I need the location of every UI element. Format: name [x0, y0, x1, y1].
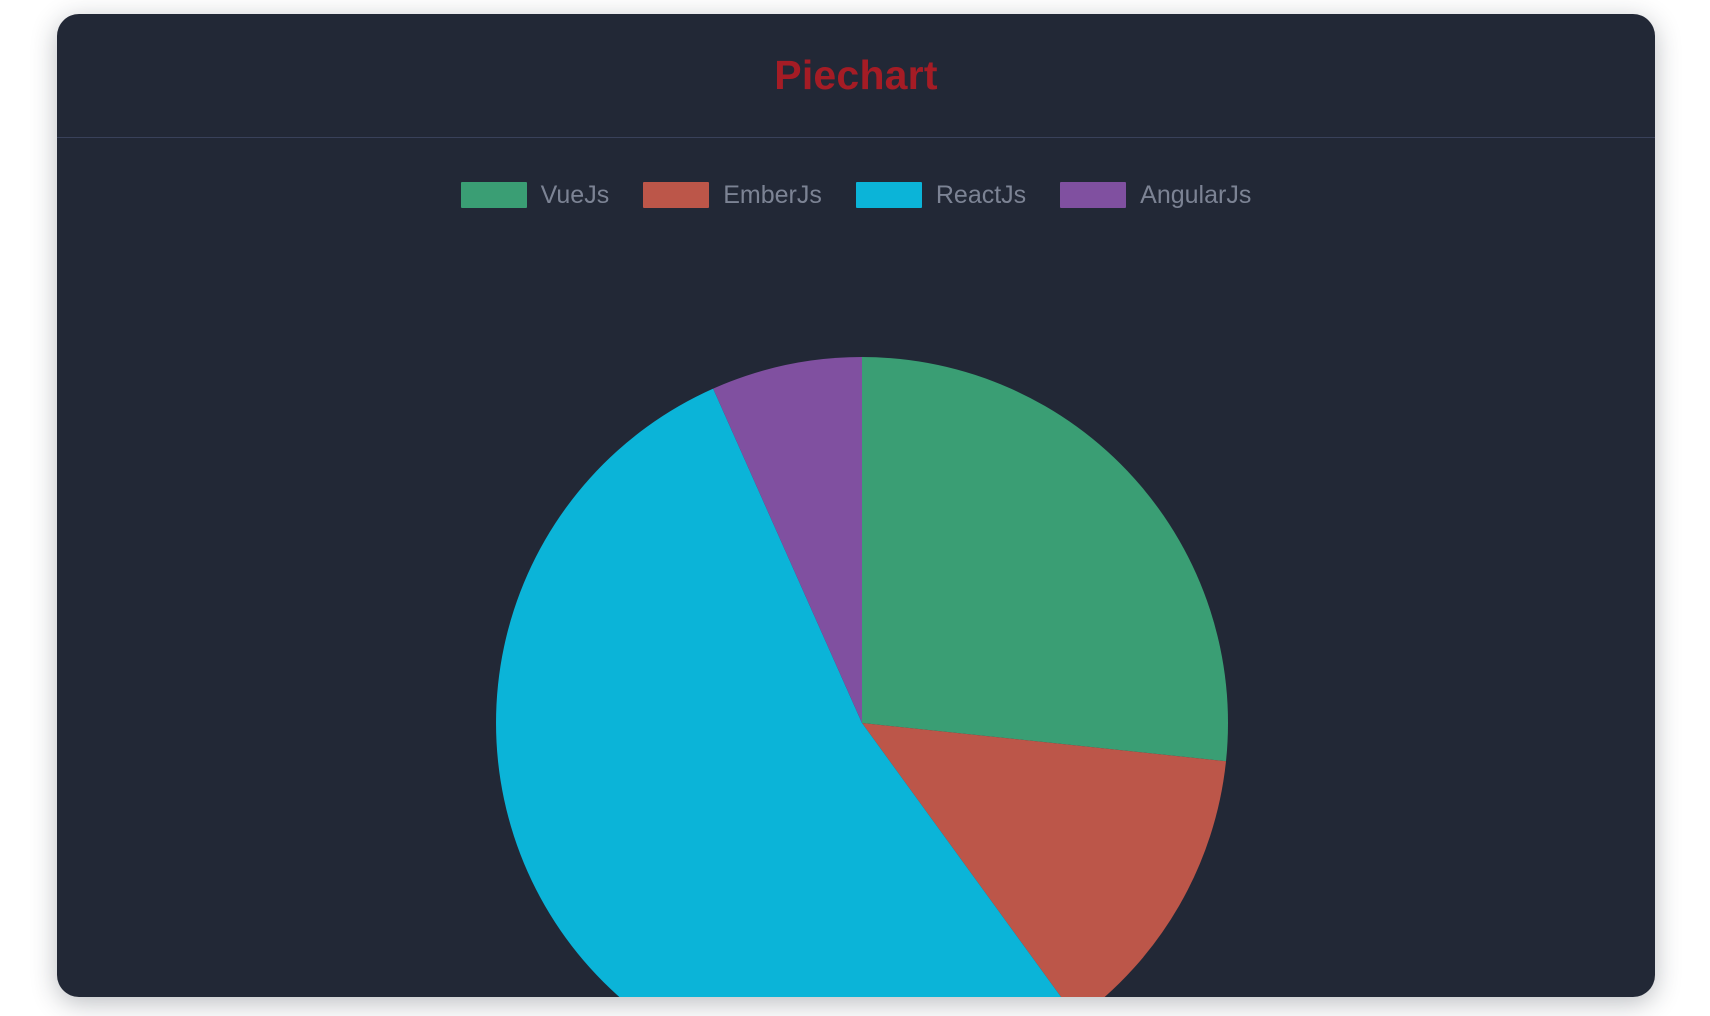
chart-card-header: Piechart — [57, 14, 1655, 138]
pie-slice-emberjs[interactable] — [862, 723, 1226, 997]
pie-slice-angularjs[interactable] — [713, 357, 862, 723]
legend-label-emberjs: EmberJs — [723, 180, 822, 209]
pie-slice-vuejs[interactable] — [862, 357, 1229, 762]
pie-chart-area — [57, 138, 1655, 997]
pie-slice-reactjs[interactable] — [496, 388, 1077, 997]
legend-label-reactjs: ReactJs — [935, 180, 1027, 209]
legend-swatch-vuejs — [460, 182, 527, 208]
legend-swatch-reactjs — [855, 182, 922, 208]
legend-label-angularjs: AngularJs — [1140, 180, 1252, 209]
chart-legend: VueJs EmberJs ReactJs AngularJs — [57, 182, 1655, 208]
chart-title: Piechart — [774, 52, 938, 98]
chart-card: Piechart VueJs EmberJs ReactJs AngularJs — [57, 14, 1655, 997]
legend-item-angularjs[interactable]: AngularJs — [1060, 182, 1251, 208]
legend-item-vuejs[interactable]: VueJs — [460, 180, 610, 209]
legend-swatch-angularjs — [1060, 182, 1127, 208]
legend-item-reactjs[interactable]: ReactJs — [855, 180, 1027, 209]
legend-swatch-emberjs — [643, 182, 710, 208]
pie-chart-svg — [496, 357, 1229, 997]
chart-card-body: VueJs EmberJs ReactJs AngularJs — [57, 138, 1655, 997]
legend-item-emberjs[interactable]: EmberJs — [643, 182, 822, 208]
legend-label-vuejs: VueJs — [540, 180, 610, 209]
